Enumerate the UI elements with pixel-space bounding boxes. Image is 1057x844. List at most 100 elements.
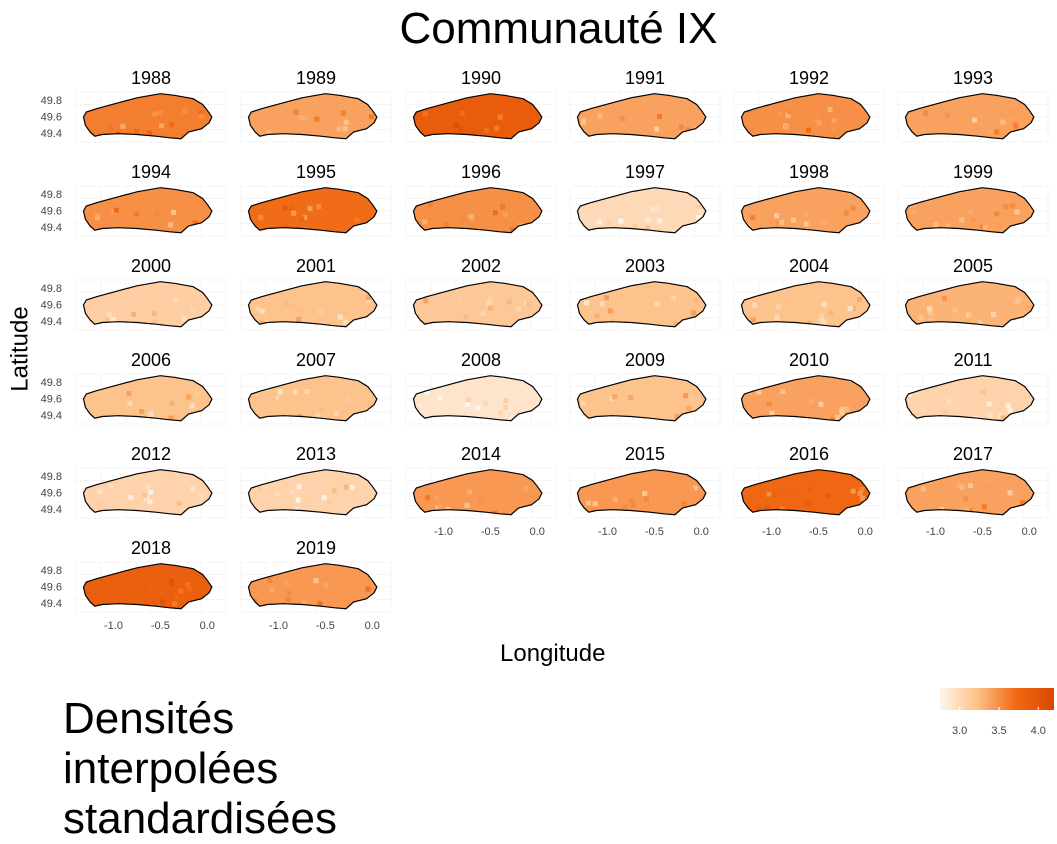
region-outline xyxy=(247,375,378,422)
heat-cell xyxy=(145,484,151,490)
x-tick-label: -0.5 xyxy=(809,526,828,538)
heat-cell xyxy=(157,594,163,600)
heat-cell xyxy=(592,501,598,507)
heat-cell xyxy=(843,210,849,216)
heat-cell xyxy=(469,216,475,222)
facet-panel: 2011 xyxy=(897,350,1049,425)
heat-cell xyxy=(333,128,339,134)
y-tick-label: 49.4 xyxy=(41,128,62,140)
heat-cell xyxy=(349,484,355,490)
heat-cell xyxy=(970,217,976,223)
y-tick-label: 49.6 xyxy=(41,488,62,500)
facet-title: 1992 xyxy=(789,68,829,88)
heat-cell xyxy=(766,401,772,407)
facet-panel: 2017 -1.0 -0.5 0.0 xyxy=(897,444,1049,538)
heat-cell xyxy=(336,585,342,591)
heat-cell xyxy=(458,485,464,491)
facet-title: 2018 xyxy=(131,538,171,558)
x-tick-label: 0.0 xyxy=(530,526,545,538)
heat-cell xyxy=(750,317,756,323)
region-outline xyxy=(904,93,1035,140)
heat-cell xyxy=(764,506,770,512)
x-tick-label: 0.0 xyxy=(200,620,215,632)
heat-cell xyxy=(678,124,684,130)
heat-cell xyxy=(282,205,288,211)
heat-cell xyxy=(267,577,273,583)
facet-title: 2011 xyxy=(954,350,993,370)
y-tick-label: 49.8 xyxy=(41,189,62,201)
heat-cell xyxy=(294,506,300,512)
heat-cell xyxy=(269,587,275,592)
y-tick-label: 49.8 xyxy=(41,565,62,577)
heat-cell xyxy=(483,128,489,133)
heat-cell xyxy=(279,396,284,402)
facet-title: 1988 xyxy=(131,68,171,88)
heat-cell xyxy=(343,484,349,490)
heat-cell xyxy=(968,483,973,489)
heat-cell xyxy=(777,112,783,117)
region-outline xyxy=(740,469,871,516)
heat-cell xyxy=(192,220,198,226)
heat-cell xyxy=(998,223,1003,229)
heat-cell xyxy=(1007,490,1013,496)
heat-cell xyxy=(299,309,304,315)
heat-cell xyxy=(683,393,689,399)
heat-cell xyxy=(857,491,863,496)
heat-cell xyxy=(920,128,926,133)
y-tick-label: 49.8 xyxy=(41,283,62,295)
heat-cell xyxy=(337,314,343,320)
heat-cell xyxy=(190,486,195,492)
heat-cell xyxy=(318,309,324,315)
heat-cell xyxy=(825,493,831,499)
heat-cell xyxy=(467,489,473,495)
facet-title: 2001 xyxy=(296,256,336,276)
heat-cell xyxy=(286,590,292,596)
heat-cell xyxy=(859,487,865,492)
x-tick-label: -0.5 xyxy=(645,526,664,538)
heat-cell xyxy=(656,205,661,211)
heat-cell xyxy=(434,495,440,501)
heat-cell xyxy=(997,110,1003,116)
heat-cell xyxy=(85,589,91,595)
heat-cell xyxy=(365,586,371,592)
facet-title: 2019 xyxy=(296,538,336,558)
heat-cell xyxy=(463,314,469,320)
x-tick-label: 0.0 xyxy=(1022,526,1037,538)
heat-cell xyxy=(176,500,182,506)
heat-cell xyxy=(791,217,796,223)
facet-title: 2014 xyxy=(461,444,501,464)
heat-cell xyxy=(523,486,529,492)
facet-title: 1991 xyxy=(625,68,665,88)
heat-cell xyxy=(302,215,308,221)
heat-cell xyxy=(653,397,658,403)
heat-cell xyxy=(945,112,950,118)
chart-title: Communauté IX xyxy=(399,4,718,53)
heat-cell xyxy=(276,395,281,401)
heat-cell xyxy=(642,491,648,497)
heat-cell xyxy=(775,220,781,226)
x-tick-label: -0.5 xyxy=(481,526,500,538)
heat-cell xyxy=(120,123,126,129)
heat-cell xyxy=(1025,305,1031,311)
heat-cell xyxy=(422,219,428,225)
heat-cell xyxy=(259,308,265,314)
heat-cell xyxy=(1012,121,1018,127)
region-outline xyxy=(412,375,543,422)
heat-cell xyxy=(459,110,465,116)
x-tick-label: -0.5 xyxy=(973,526,992,538)
heat-cell xyxy=(966,312,971,318)
region-outline xyxy=(82,563,213,610)
heat-cell xyxy=(285,597,291,602)
heat-cell xyxy=(492,210,498,216)
heat-cell xyxy=(344,396,350,402)
heat-cell xyxy=(982,224,988,230)
y-tick-label: 49.8 xyxy=(41,95,62,107)
heat-cell xyxy=(821,319,827,325)
x-tick-label: -1.0 xyxy=(434,526,453,538)
heat-cell xyxy=(1000,119,1006,125)
heat-cell xyxy=(302,115,308,121)
heat-cell xyxy=(283,300,289,306)
region-outline xyxy=(82,469,213,516)
heat-cell xyxy=(987,129,993,135)
region-outline xyxy=(904,375,1035,422)
